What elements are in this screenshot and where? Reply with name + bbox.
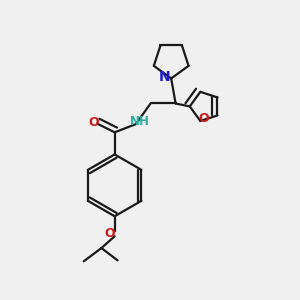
Text: O: O <box>104 227 115 240</box>
Text: O: O <box>89 116 99 128</box>
Text: NH: NH <box>130 115 149 128</box>
Text: O: O <box>198 112 208 124</box>
Text: N: N <box>159 70 170 84</box>
